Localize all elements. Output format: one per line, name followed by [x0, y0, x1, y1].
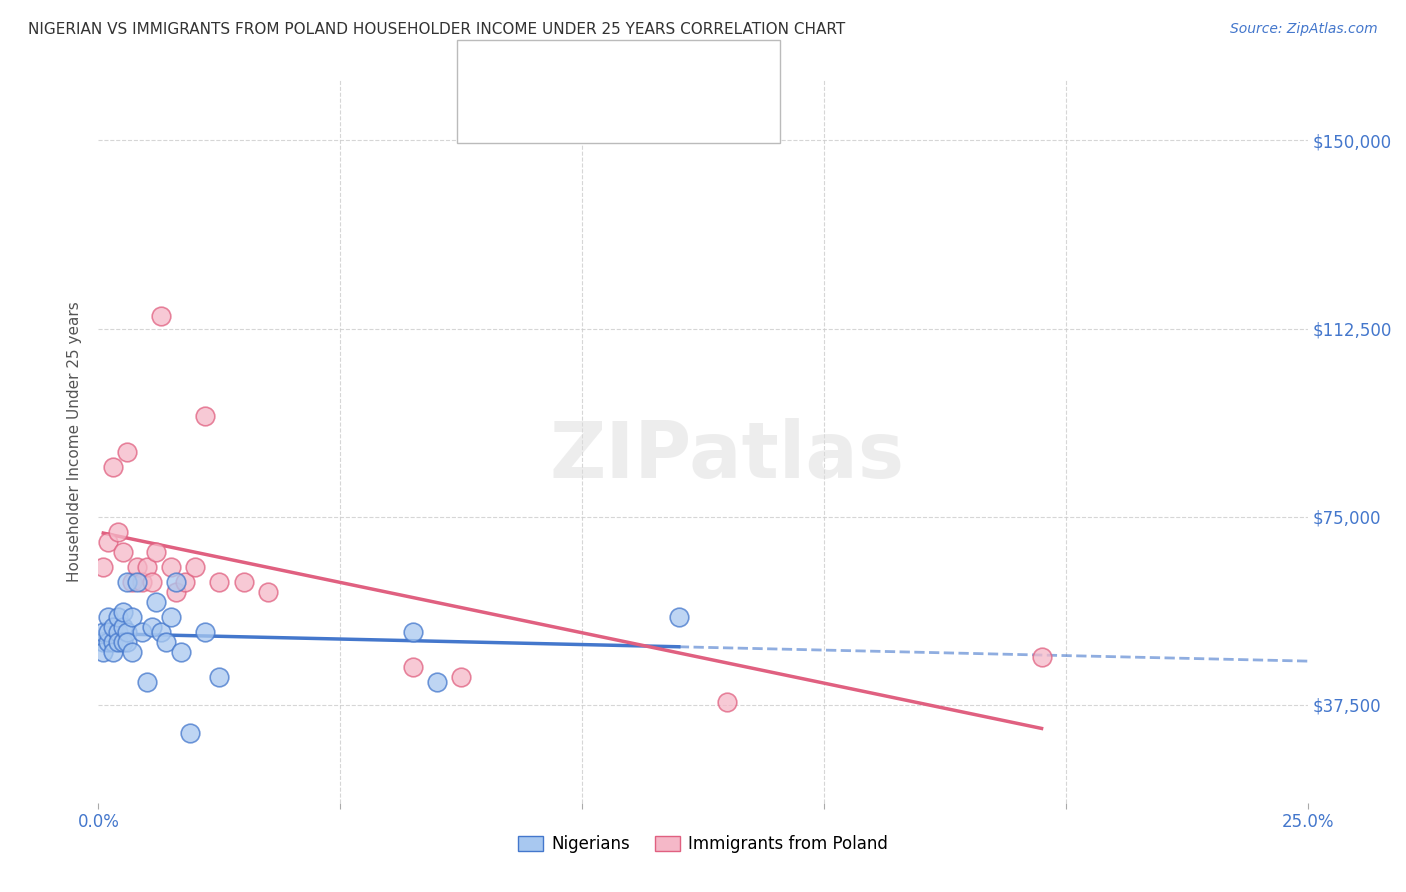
- Point: [111, 605, 134, 619]
- Text: 0.045: 0.045: [567, 63, 624, 82]
- Point: [174, 574, 197, 589]
- Point: [135, 675, 157, 690]
- Point: [194, 625, 217, 640]
- Point: [155, 635, 177, 649]
- Point: [111, 635, 134, 649]
- Point: [101, 645, 124, 659]
- Text: ZIPatlas: ZIPatlas: [550, 418, 904, 494]
- Point: [1031, 650, 1053, 665]
- Text: N =: N =: [633, 63, 681, 82]
- Point: [141, 574, 163, 589]
- Text: Source: ZipAtlas.com: Source: ZipAtlas.com: [1230, 22, 1378, 37]
- Point: [127, 560, 149, 574]
- Point: [117, 574, 139, 589]
- Point: [150, 309, 173, 323]
- Point: [256, 585, 278, 599]
- Point: [107, 610, 129, 624]
- Point: [97, 534, 120, 549]
- Point: [107, 524, 129, 539]
- Point: [145, 545, 167, 559]
- Point: [91, 560, 114, 574]
- Point: [716, 696, 738, 710]
- Point: [208, 670, 231, 684]
- Point: [668, 610, 690, 624]
- Point: [111, 620, 134, 634]
- Point: [117, 625, 139, 640]
- Text: -0.246: -0.246: [567, 109, 626, 127]
- Point: [160, 560, 183, 574]
- Point: [91, 635, 114, 649]
- Point: [101, 459, 124, 474]
- Point: [91, 625, 114, 640]
- Text: R =: R =: [524, 109, 561, 127]
- Point: [107, 625, 129, 640]
- Point: [97, 635, 120, 649]
- Point: [101, 620, 124, 634]
- Text: NIGERIAN VS IMMIGRANTS FROM POLAND HOUSEHOLDER INCOME UNDER 25 YEARS CORRELATION: NIGERIAN VS IMMIGRANTS FROM POLAND HOUSE…: [28, 22, 845, 37]
- Point: [135, 560, 157, 574]
- Point: [127, 574, 149, 589]
- Y-axis label: Householder Income Under 25 years: Householder Income Under 25 years: [67, 301, 83, 582]
- Point: [165, 585, 187, 599]
- Point: [107, 635, 129, 649]
- Point: [111, 545, 134, 559]
- Text: N =: N =: [633, 109, 681, 127]
- Point: [101, 635, 124, 649]
- Text: R =: R =: [524, 63, 561, 82]
- Point: [121, 574, 143, 589]
- Point: [426, 675, 449, 690]
- Point: [117, 635, 139, 649]
- Point: [232, 574, 254, 589]
- Point: [91, 645, 114, 659]
- Point: [402, 660, 425, 674]
- Point: [194, 409, 217, 424]
- Text: 36: 36: [683, 63, 706, 82]
- Point: [121, 610, 143, 624]
- Point: [184, 560, 207, 574]
- Point: [141, 620, 163, 634]
- Point: [179, 725, 201, 739]
- Point: [145, 595, 167, 609]
- Point: [165, 574, 187, 589]
- Point: [131, 625, 153, 640]
- Point: [208, 574, 231, 589]
- Point: [97, 625, 120, 640]
- Legend: Nigerians, Immigrants from Poland: Nigerians, Immigrants from Poland: [512, 828, 894, 860]
- Point: [450, 670, 472, 684]
- Point: [131, 574, 153, 589]
- Point: [169, 645, 191, 659]
- Point: [117, 444, 139, 458]
- Point: [402, 625, 425, 640]
- Text: 25: 25: [683, 109, 706, 127]
- Point: [150, 625, 173, 640]
- Point: [160, 610, 183, 624]
- Point: [121, 645, 143, 659]
- Point: [97, 610, 120, 624]
